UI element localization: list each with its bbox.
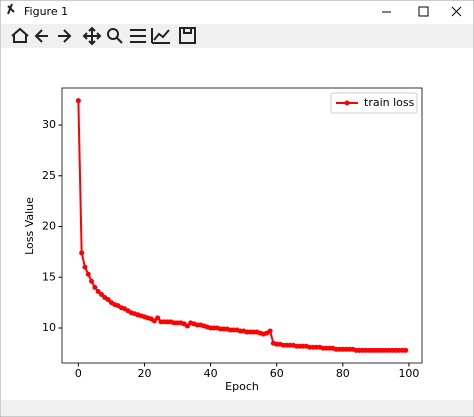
x-tick-label: 60	[270, 367, 284, 380]
home-button[interactable]	[11, 27, 29, 43]
loss-marker	[82, 264, 88, 270]
loss-marker	[75, 98, 81, 104]
loss-marker	[155, 315, 161, 321]
zoom-button[interactable]	[107, 28, 119, 40]
loss-marker	[105, 297, 111, 303]
forward-button[interactable]	[58, 29, 72, 43]
y-axis-label: Loss Value	[23, 197, 36, 255]
y-tick-label: 10	[42, 321, 56, 334]
pan-button[interactable]	[82, 26, 102, 46]
legend-marker	[344, 100, 350, 106]
y-tick-label: 30	[42, 118, 56, 131]
title-bar	[1, 1, 473, 23]
close-button[interactable]	[451, 6, 462, 17]
x-tick-label: 0	[75, 367, 82, 380]
x-tick-label: 80	[336, 367, 350, 380]
legend-label: train loss	[364, 96, 415, 109]
window-title: Figure 1	[24, 5, 68, 18]
back-button[interactable]	[34, 29, 48, 43]
loss-marker	[184, 323, 190, 329]
loss-marker	[89, 278, 95, 284]
y-tick-label: 15	[42, 270, 56, 283]
loss-marker	[151, 318, 157, 324]
x-tick-label: 20	[137, 367, 151, 380]
save-icon-detail	[183, 27, 192, 34]
loss-marker	[403, 347, 409, 353]
zoom-handle	[116, 37, 123, 44]
status-bar	[1, 400, 473, 416]
legend-box	[330, 92, 418, 114]
maximize-button[interactable]	[418, 6, 429, 17]
y-tick-label: 25	[42, 169, 56, 182]
configure-button[interactable]	[130, 29, 146, 43]
x-tick-label: 100	[398, 367, 419, 380]
loss-marker	[267, 328, 273, 334]
loss-marker	[99, 292, 105, 298]
loss-marker	[95, 288, 101, 294]
x-axis-label: Epoch	[225, 380, 259, 393]
loss-marker	[92, 284, 98, 290]
edit-button[interactable]	[151, 28, 170, 44]
x-tick-label: 40	[204, 367, 218, 380]
app-icon	[7, 3, 15, 15]
toolbar	[1, 24, 473, 48]
loss-marker	[85, 271, 91, 277]
loss-marker	[79, 250, 85, 256]
axes-frame	[61, 87, 423, 364]
y-tick-label: 20	[42, 220, 56, 233]
